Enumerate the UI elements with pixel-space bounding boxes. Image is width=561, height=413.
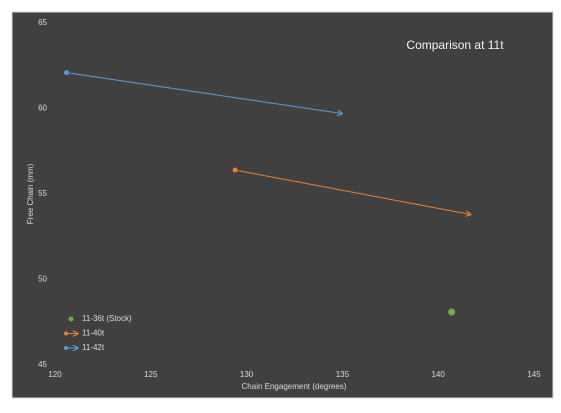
- x-tick-label: 125: [144, 370, 158, 379]
- legend-label: 11-36t (Stock): [82, 314, 132, 323]
- y-axis-title: Free Chain (mm): [26, 163, 35, 224]
- chart-title: Comparison at 11t: [406, 38, 504, 52]
- x-axis-title: Chain Engagement (degrees): [242, 382, 347, 391]
- point: [63, 70, 69, 76]
- y-tick-label: 65: [38, 18, 47, 27]
- legend-label: 11-40t: [82, 329, 105, 338]
- x-tick-label: 130: [240, 370, 254, 379]
- series-line: [235, 169, 471, 214]
- y-tick-label: 45: [38, 360, 47, 369]
- legend-marker: [64, 346, 68, 350]
- legend-marker: [68, 316, 74, 322]
- y-tick-label: 60: [38, 104, 47, 113]
- y-tick-label: 55: [38, 189, 47, 198]
- series-line: [66, 72, 342, 114]
- point: [232, 167, 238, 173]
- x-tick-label: 140: [432, 370, 446, 379]
- y-tick-label: 50: [38, 275, 47, 284]
- legend-label: 11-42t: [82, 343, 105, 352]
- x-tick-label: 120: [48, 370, 62, 379]
- x-tick-label: 145: [527, 370, 541, 379]
- chart-background: [11, 11, 554, 399]
- x-tick-label: 135: [336, 370, 350, 379]
- point: [448, 308, 456, 316]
- legend-marker: [64, 331, 68, 336]
